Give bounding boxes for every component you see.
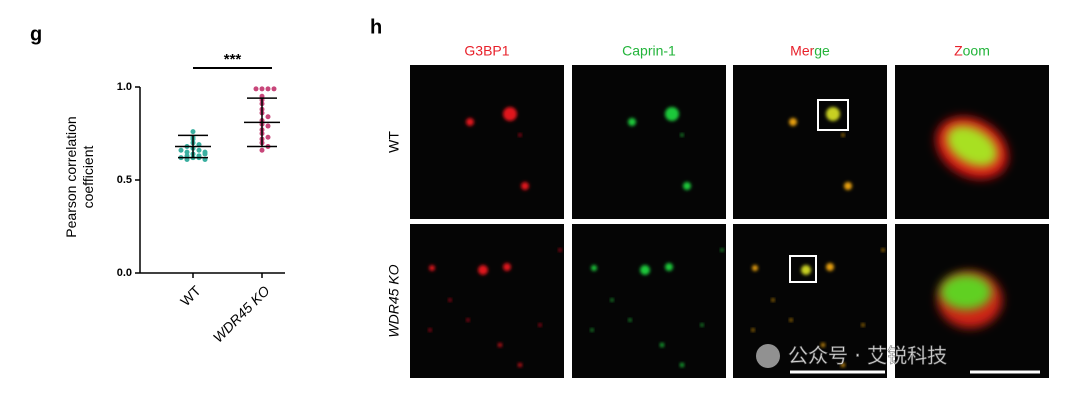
zoom-box xyxy=(789,255,817,283)
spot xyxy=(665,107,679,121)
data-point xyxy=(253,86,259,92)
spot xyxy=(801,265,811,275)
spot xyxy=(752,265,758,271)
spot xyxy=(640,265,650,275)
significance-label: *** xyxy=(224,51,242,68)
data-point xyxy=(265,134,271,140)
spot xyxy=(591,265,597,271)
spot xyxy=(821,343,825,347)
data-point xyxy=(265,123,271,129)
spot xyxy=(789,118,797,126)
y-tick-label: 1.0 xyxy=(117,81,132,93)
spot xyxy=(466,318,470,322)
spot xyxy=(771,298,775,302)
watermark-icon xyxy=(756,344,780,368)
spot xyxy=(751,328,755,332)
spot xyxy=(789,318,793,322)
data-point xyxy=(271,86,277,92)
spot xyxy=(844,182,852,190)
row-label: WDR45 KO xyxy=(386,264,402,337)
column-label: Merge xyxy=(790,43,830,59)
spot xyxy=(558,248,562,252)
micrograph xyxy=(733,65,887,219)
micrograph xyxy=(410,65,564,219)
spot xyxy=(590,328,594,332)
zoom-blob xyxy=(940,274,992,310)
micrographs xyxy=(410,65,1049,378)
data-point xyxy=(265,86,271,92)
spot xyxy=(610,298,614,302)
spot xyxy=(680,133,684,137)
spot xyxy=(503,107,517,121)
data-point xyxy=(202,151,208,157)
row-label: WT xyxy=(386,131,402,153)
column-label: Zoom xyxy=(954,43,990,59)
y-tick-label: 0.0 xyxy=(117,267,132,279)
spot xyxy=(826,107,840,121)
watermark: 公众号 · 艾锐科技 xyxy=(756,343,947,368)
data-point xyxy=(196,147,202,153)
spot xyxy=(428,328,432,332)
micrograph xyxy=(572,65,726,219)
data-point xyxy=(259,86,265,92)
spot xyxy=(521,182,529,190)
x-tick-label: WDR45 KO xyxy=(210,282,273,345)
spot xyxy=(826,263,834,271)
spot xyxy=(503,263,511,271)
spot xyxy=(538,323,542,327)
data-point xyxy=(184,149,190,155)
data-point xyxy=(265,114,271,120)
spot xyxy=(861,323,865,327)
zoom-box xyxy=(817,99,849,131)
y-tick-label: 0.5 xyxy=(117,174,132,186)
data-point xyxy=(178,147,184,153)
spot xyxy=(448,298,452,302)
panel-label: g xyxy=(30,23,42,45)
x-tick-label: WT xyxy=(177,282,204,309)
micrograph xyxy=(410,224,564,378)
spot xyxy=(628,318,632,322)
data-point xyxy=(190,129,196,135)
micrograph xyxy=(572,224,726,378)
spot xyxy=(665,263,673,271)
watermark-text: 公众号 · 艾锐科技 xyxy=(788,344,947,368)
spot xyxy=(466,118,474,126)
column-label: G3BP1 xyxy=(464,43,509,59)
spot xyxy=(628,118,636,126)
spot xyxy=(683,182,691,190)
spot xyxy=(478,265,488,275)
column-label: Caprin-1 xyxy=(622,43,676,59)
spot xyxy=(841,363,845,367)
spot xyxy=(518,363,522,367)
spot xyxy=(518,133,522,137)
spot xyxy=(720,248,724,252)
zoom-blob xyxy=(946,125,998,167)
y-axis-label: Pearson correlation coefficient xyxy=(63,116,96,238)
spot xyxy=(660,343,664,347)
spot xyxy=(841,133,845,137)
spot xyxy=(680,363,684,367)
spot xyxy=(700,323,704,327)
panel-label: h xyxy=(370,16,382,38)
spot xyxy=(498,343,502,347)
data-point xyxy=(259,147,265,153)
spot xyxy=(881,248,885,252)
spot xyxy=(429,265,435,271)
